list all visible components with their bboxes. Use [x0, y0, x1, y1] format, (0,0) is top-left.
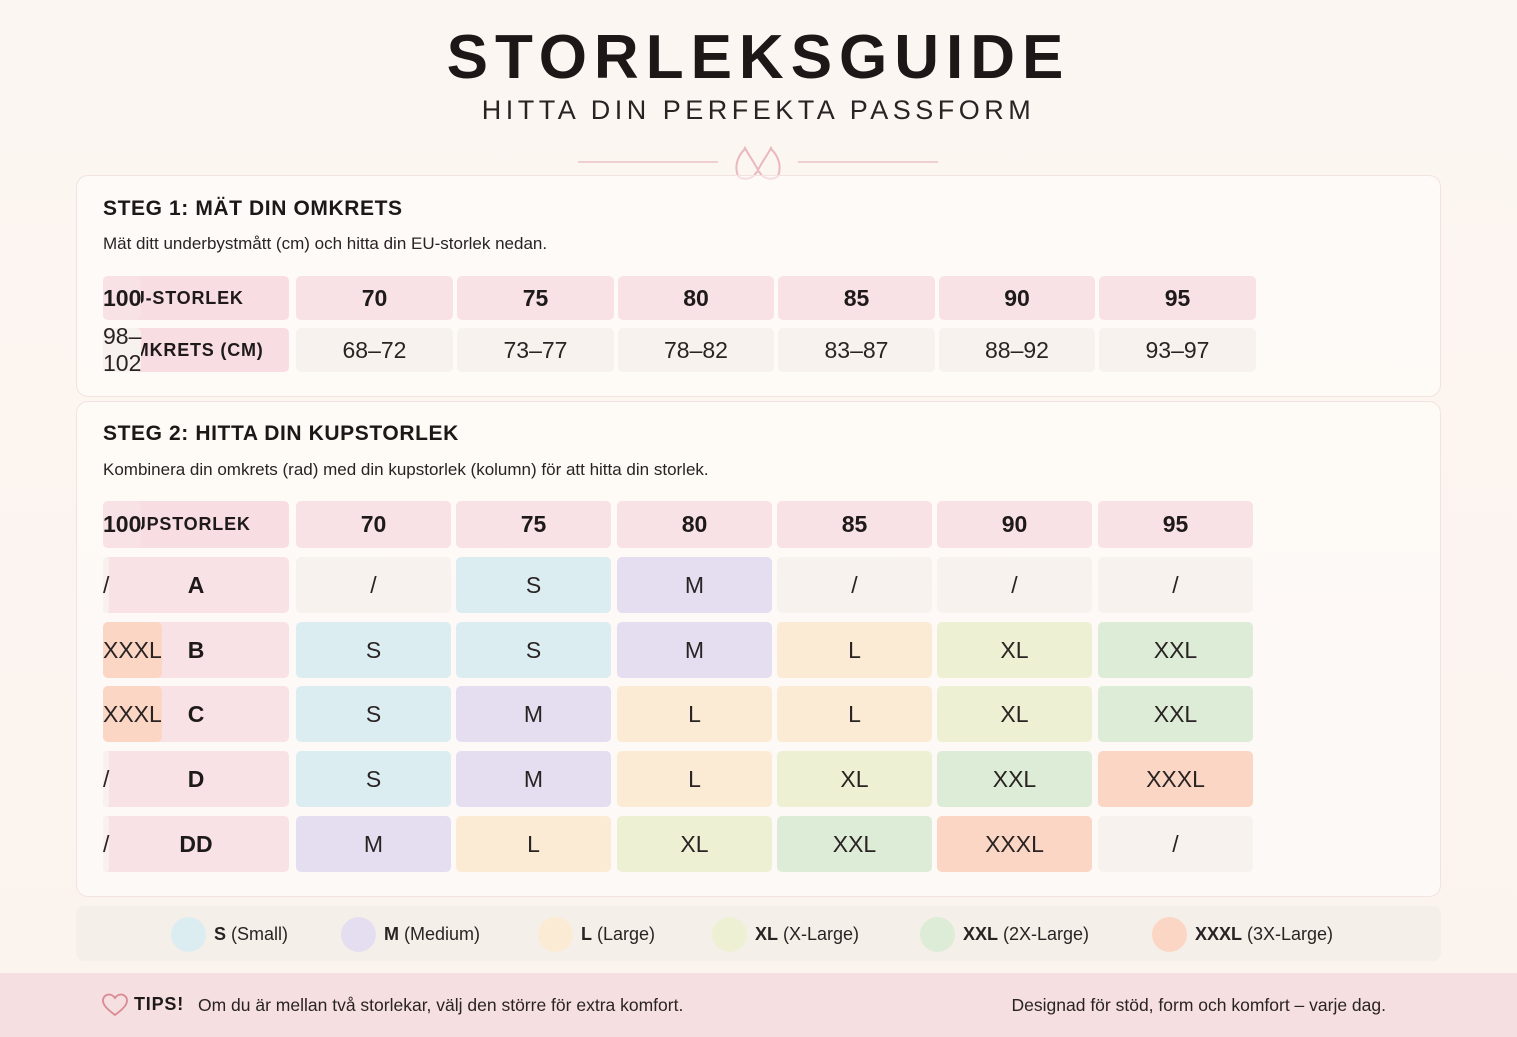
size-cell: XXL — [777, 816, 932, 872]
size-cell: M — [296, 816, 451, 872]
legend-name: (X-Large) — [783, 923, 860, 944]
circumference-cell: 98–102 — [103, 323, 142, 376]
footer: TIPS! Om du är mellan två storlekar, väl… — [0, 973, 1517, 1037]
column-header: 75 — [456, 501, 611, 548]
eu-size-cell: 90 — [939, 276, 1095, 320]
legend-code: M — [384, 923, 399, 944]
size-cell: XL — [937, 622, 1092, 678]
circumference-cell: 88–92 — [939, 328, 1095, 372]
legend-code: XXXL — [1195, 923, 1243, 944]
size-cell: / — [1098, 816, 1253, 872]
step2-card: STEG 2: HITTA DIN KUPSTORLEK Kombinera d… — [76, 401, 1441, 897]
eu-size-cell: 95 — [1099, 276, 1256, 320]
column-header: 70 — [296, 501, 451, 548]
size-cell: XXL — [1098, 686, 1253, 742]
size-cell: XXXL — [103, 686, 162, 742]
step2-description: Kombinera din omkrets (rad) med din kups… — [103, 460, 709, 479]
size-cell: / — [103, 751, 110, 807]
bra-icon — [578, 145, 938, 180]
legend-item: XXXL (3X-Large) — [1152, 916, 1333, 952]
legend-swatch — [712, 916, 747, 952]
size-cell: L — [617, 686, 772, 742]
column-header: 100 — [103, 501, 142, 548]
size-cell: / — [103, 557, 110, 613]
size-cell: M — [617, 622, 772, 678]
size-cell: L — [777, 686, 932, 742]
cup-row-label: D — [103, 751, 289, 807]
size-cell: / — [103, 816, 110, 872]
size-cell: / — [296, 557, 451, 613]
eu-size-cell: 100 — [103, 276, 142, 320]
column-header: 95 — [1098, 501, 1253, 548]
legend-code: XXL — [963, 923, 999, 944]
size-cell: XXXL — [1098, 751, 1253, 807]
eu-size-cell: 70 — [296, 276, 453, 320]
legend-item: S (Small) — [171, 916, 288, 952]
size-cell: XXL — [937, 751, 1092, 807]
size-cell: L — [456, 816, 611, 872]
page-title: STORLEKSGUIDE — [446, 23, 1071, 92]
eu-size-cell: 75 — [457, 276, 614, 320]
size-cell: M — [456, 751, 611, 807]
size-cell: M — [617, 557, 772, 613]
size-cell: / — [1098, 557, 1253, 613]
cup-row-label: A — [103, 557, 289, 613]
size-cell: L — [617, 751, 772, 807]
size-cell: S — [456, 622, 611, 678]
legend-code: L — [581, 923, 592, 944]
legend-item: L (Large) — [538, 916, 655, 952]
legend-swatch — [538, 916, 573, 952]
legend-name: (Small) — [231, 923, 289, 944]
circumference-cell: 73–77 — [457, 328, 614, 372]
legend-name: (Large) — [597, 923, 656, 944]
legend-swatch — [341, 916, 376, 952]
size-cell: / — [937, 557, 1092, 613]
eu-size-cell: 85 — [778, 276, 935, 320]
circumference-cell: 68–72 — [296, 328, 453, 372]
step1-card: STEG 1: MÄT DIN OMKRETS Mät ditt underby… — [76, 175, 1441, 397]
size-cell: / — [777, 557, 932, 613]
size-cell: XXL — [1098, 622, 1253, 678]
size-cell: XL — [777, 751, 932, 807]
legend-code: XL — [755, 923, 779, 944]
size-cell: S — [296, 622, 451, 678]
step2-heading: STEG 2: HITTA DIN KUPSTORLEK — [103, 422, 459, 445]
size-cell: XL — [937, 686, 1092, 742]
step1-description: Mät ditt underbystmått (cm) och hitta di… — [103, 234, 548, 253]
column-header: 85 — [777, 501, 932, 548]
legend-code: S — [214, 923, 227, 944]
cup-row-label: DD — [103, 816, 289, 872]
heart-icon — [102, 993, 128, 1017]
circumference-cell: 83–87 — [778, 328, 935, 372]
size-cell: XXXL — [937, 816, 1092, 872]
page-subtitle: HITTA DIN PERFEKTA PASSFORM — [481, 95, 1036, 125]
legend-item: XXL (2X-Large) — [920, 916, 1089, 952]
size-legend: S (Small) M (Medium) L (Large) XL (X-Large) XXL(… — [76, 906, 1441, 961]
size-cell: L — [777, 622, 932, 678]
circumference-cell: 93–97 — [1099, 328, 1256, 372]
legend-item: XL (X-Large) — [712, 916, 859, 952]
tip-text: Om du är mellan två storlekar, välj den … — [198, 995, 684, 1015]
size-cell: XXXL — [103, 622, 162, 678]
legend-name: (3X-Large) — [1247, 923, 1334, 944]
column-header: 90 — [937, 501, 1092, 548]
tip-label: TIPS! — [134, 994, 185, 1014]
circumference-cell: 78–82 — [618, 328, 774, 372]
size-cell: M — [456, 686, 611, 742]
eu-size-cell: 80 — [618, 276, 774, 320]
size-cell: S — [296, 751, 451, 807]
size-cell: S — [296, 686, 451, 742]
legend-name: (2X-Large) — [1003, 923, 1090, 944]
legend-swatch — [171, 916, 206, 952]
legend-swatch — [920, 916, 955, 952]
legend-name: (Medium) — [404, 923, 481, 944]
legend-item: M (Medium) — [341, 916, 480, 952]
step1-heading: STEG 1: MÄT DIN OMKRETS — [103, 197, 403, 220]
slogan: Designad för stöd, form och komfort – va… — [1011, 995, 1386, 1015]
legend-swatch — [1152, 916, 1187, 952]
size-cell: XL — [617, 816, 772, 872]
column-header: 80 — [617, 501, 772, 548]
size-cell: S — [456, 557, 611, 613]
